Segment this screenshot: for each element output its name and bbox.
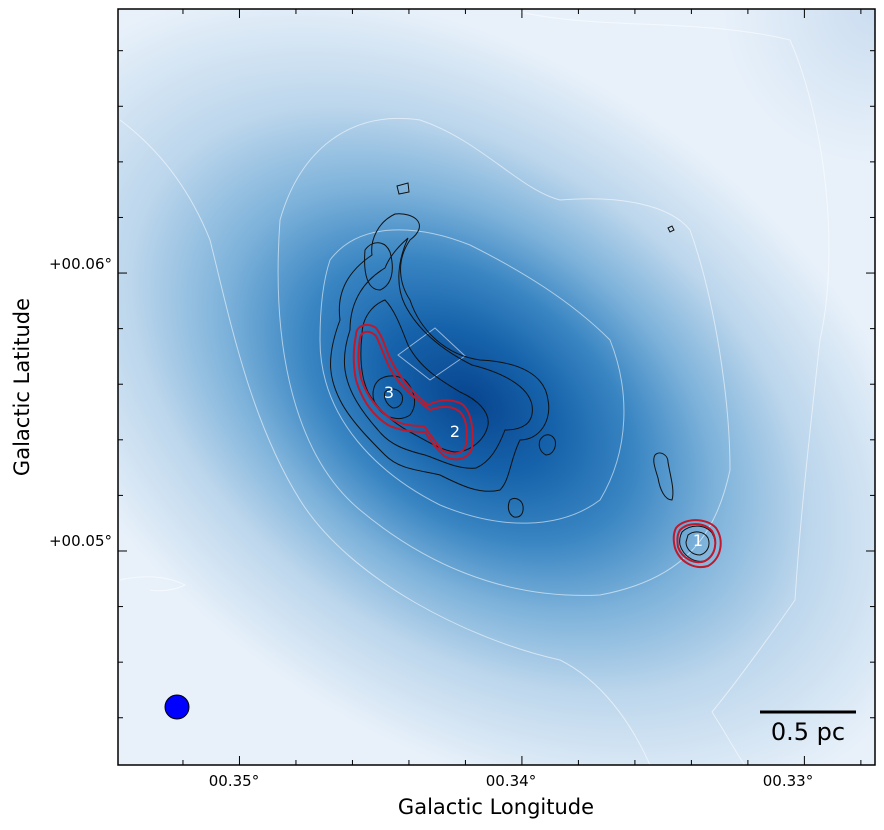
plot-frame xyxy=(117,8,876,766)
source-label-3: 3 xyxy=(384,383,394,402)
x-axis-title: Galactic Longitude xyxy=(398,795,594,819)
y-tick-label-1: +00.06° xyxy=(49,255,112,273)
heatmap-background xyxy=(118,9,875,765)
background-contours xyxy=(119,11,830,765)
beam-marker xyxy=(164,694,190,720)
black-contours xyxy=(330,182,716,562)
y-tick-label-0: +00.05° xyxy=(49,532,112,550)
axis-ticks xyxy=(118,9,875,765)
x-tick-label-2: 00.33° xyxy=(763,772,813,790)
x-tick-label-0: 00.35° xyxy=(209,772,259,790)
y-axis-title: Galactic Latitude xyxy=(10,298,34,476)
x-tick-label-1: 00.34° xyxy=(486,772,536,790)
scale-bar-label: 0.5 pc xyxy=(771,718,845,746)
red-contours xyxy=(352,323,722,568)
source-label-2: 2 xyxy=(450,422,460,441)
source-label-1: 1 xyxy=(693,531,703,550)
